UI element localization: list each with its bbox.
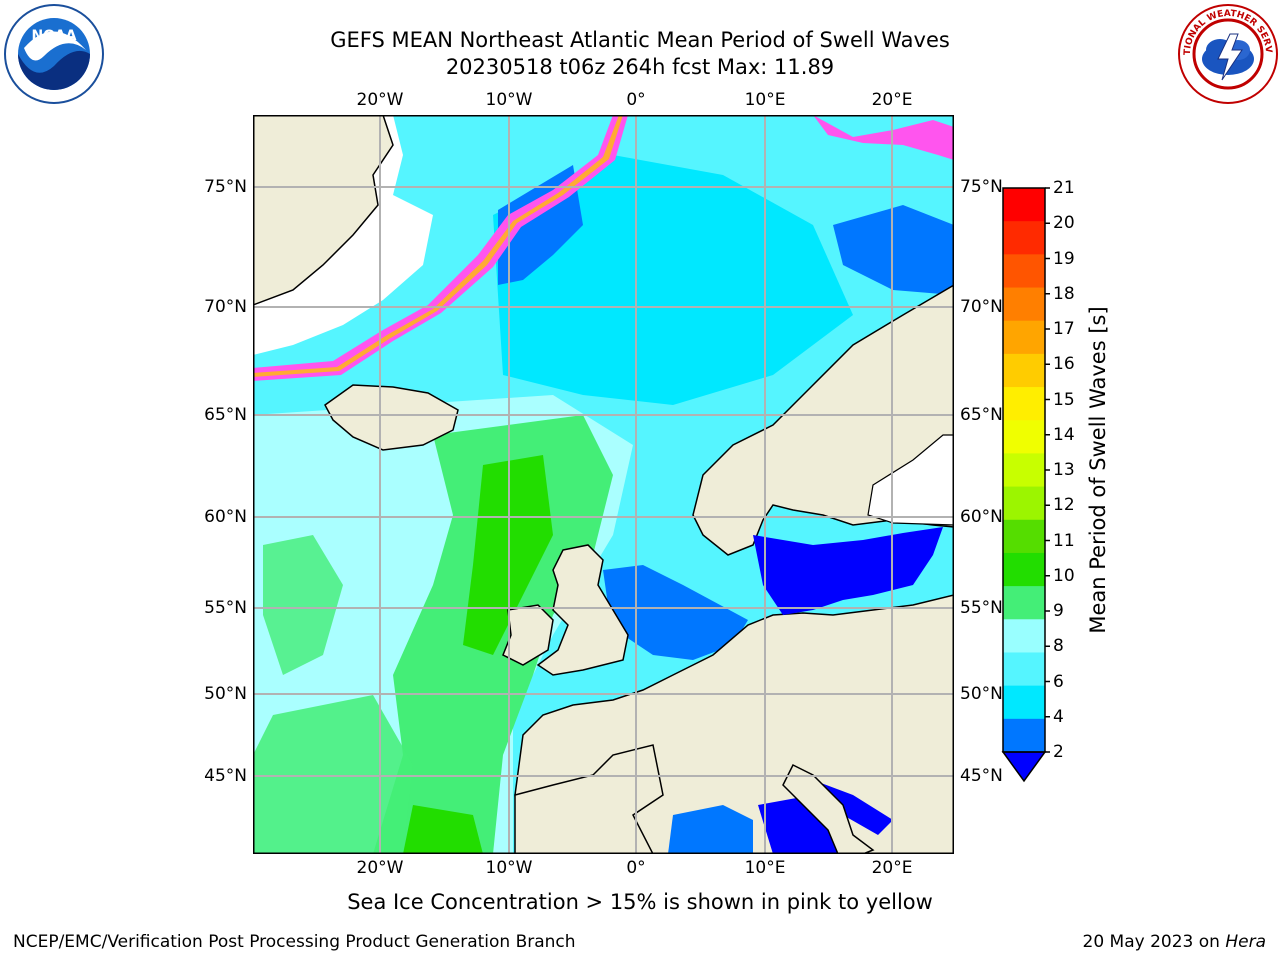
italy [782,763,875,854]
colorbar-segment [1003,221,1045,255]
colorbar-segment [1003,586,1045,620]
colorbar-tick-label: 20 [1053,213,1075,234]
colorbar-segment [1003,619,1045,653]
swell-green-west [263,535,343,675]
graticule [253,115,954,854]
colorbar-tick-label: 13 [1053,460,1075,480]
lon-label-bottom-20w: 20°W [356,858,404,878]
colorbar-segment [1003,519,1045,554]
lon-label-top-20w: 20°W [356,90,404,110]
lat-label-right-45n: 45°N [960,766,1003,786]
sea-ice-svalbard [813,115,954,160]
noaa-logo: NOAA [4,4,104,104]
colorbar-tick-label: 9 [1053,601,1064,621]
lat-label-left-50n: 50°N [204,684,247,704]
colorbar-tick-label: 8 [1053,636,1064,657]
lon-label-top-10e: 10°E [744,90,786,110]
lat-label-right-65n: 65°N [960,405,1003,425]
lat-label-right-50n: 50°N [960,684,1003,704]
blue-zone-north-sea [603,565,748,660]
colorbar-tick-label: 21 [1053,178,1075,198]
lat-label-right-60n: 60°N [960,507,1003,527]
lon-label-bottom-10w: 10°W [485,858,533,878]
colorbar-tick-label: 18 [1053,283,1075,304]
colorbar-segment [1003,387,1045,421]
lon-label-bottom-10e: 10°E [744,858,786,878]
footer-date: 20 May 2023 on Hera [1083,932,1267,952]
colorbar-segment [1003,287,1045,322]
ocean-cyan-north [493,155,853,405]
iberia [514,744,664,854]
map-subtitle: 20230518 t06z 264h fcst Max: 11.89 [445,55,835,79]
colorbar-tick-label: 19 [1053,248,1075,269]
lon-label-top-20e: 20°E [871,90,913,110]
adriatic-sea [813,780,893,835]
lat-label-left-75n: 75°N [204,177,247,197]
colorbar-segment [1003,718,1045,753]
colorbar-segment [1003,486,1045,521]
footer-date-text: 20 May 2023 on [1082,932,1226,952]
swell-bright-green-south [403,805,483,854]
colorbar-segment [1003,188,1045,222]
lon-label-top-10w: 10°W [485,90,533,110]
lat-label-right-75n: 75°N [960,177,1003,197]
colorbar-under-arrow [1001,751,1047,783]
europe-land [514,284,954,854]
colorbar-segment [1003,353,1045,388]
colorbar-tick-label: 2 [1053,742,1064,762]
nws-logo: NATIONAL WEATHER SERVICE [1178,4,1278,104]
colorbar-tick-label: 6 [1053,671,1064,692]
sea-ice-caption: Sea Ice Concentration > 15% is shown in … [347,890,933,914]
colorbar-label: Mean Period of Swell Waves [s] [1086,306,1110,634]
lat-label-left-60n: 60°N [204,507,247,527]
lon-label-bottom-0: 0° [626,858,646,878]
great-britain [536,544,629,676]
colorbar-segment [1003,685,1045,720]
colorbar-segment [1003,552,1045,587]
baltic-sea [753,527,943,615]
swell-green-sw [253,695,413,854]
footer-credit: NCEP/EMC/Verification Post Processing Pr… [13,932,576,952]
lat-label-right-70n: 70°N [960,297,1003,317]
lat-label-left-65n: 65°N [204,405,247,425]
swell-period-map [253,115,954,854]
greenland-land [253,115,394,306]
blue-zone-barents [833,205,954,295]
colorbar-tick-label: 12 [1053,495,1075,516]
colorbar-tick-label: 15 [1053,389,1075,410]
map-title: GEFS MEAN Northeast Atlantic Mean Period… [330,28,950,52]
footer-machine: Hera [1225,932,1266,952]
lon-label-top-0: 0° [626,90,646,110]
colorbar [1001,187,1050,783]
colorbar-tick-label: 17 [1053,319,1075,339]
colorbar-segment [1003,453,1045,488]
colorbar-tick-label: 14 [1053,424,1075,445]
colorbar-tick-label: 16 [1053,354,1075,375]
lat-label-right-55n: 55°N [960,598,1003,618]
lat-label-left-55n: 55°N [204,598,247,618]
colorbar-tick-label: 11 [1053,530,1075,551]
colorbar-segment [1003,652,1045,687]
lat-label-left-70n: 70°N [204,297,247,317]
colorbar-tick-label: 10 [1053,565,1075,586]
colorbar-segment [1003,420,1045,454]
colorbar-segment [1003,254,1045,289]
colorbar-segment [1003,320,1045,355]
lat-label-left-45n: 45°N [204,766,247,786]
noaa-logo-text: NOAA [32,28,77,44]
colorbar-tick-label: 4 [1053,706,1064,727]
lon-label-bottom-20e: 20°E [871,858,913,878]
west-med [668,805,753,854]
